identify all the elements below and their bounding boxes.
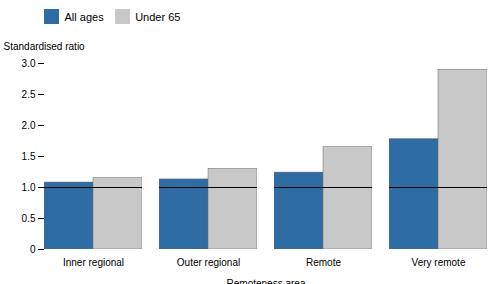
svg-text:2.0: 2.0 xyxy=(22,119,36,130)
html-text:Under 65: Under 65 xyxy=(135,10,181,23)
svg-text:Outer regional: Outer regional xyxy=(177,256,240,267)
svg-text:Inner regional: Inner regional xyxy=(63,256,124,267)
svg-text:Standardised ratio: Standardised ratio xyxy=(4,40,86,51)
svg-text:3.0: 3.0 xyxy=(22,57,36,68)
svg-text:Remoteness area: Remoteness area xyxy=(227,277,306,284)
svg-text:Very remote: Very remote xyxy=(412,256,466,267)
svg-text:0.5: 0.5 xyxy=(22,212,36,223)
svg-text:1.5: 1.5 xyxy=(22,150,36,161)
svg-text:2.5: 2.5 xyxy=(22,88,36,99)
svg-text:0: 0 xyxy=(30,243,36,254)
html-text:All ages: All ages xyxy=(64,10,104,23)
svg-text:1.0: 1.0 xyxy=(22,181,36,192)
svg-text:Remote: Remote xyxy=(306,256,341,267)
